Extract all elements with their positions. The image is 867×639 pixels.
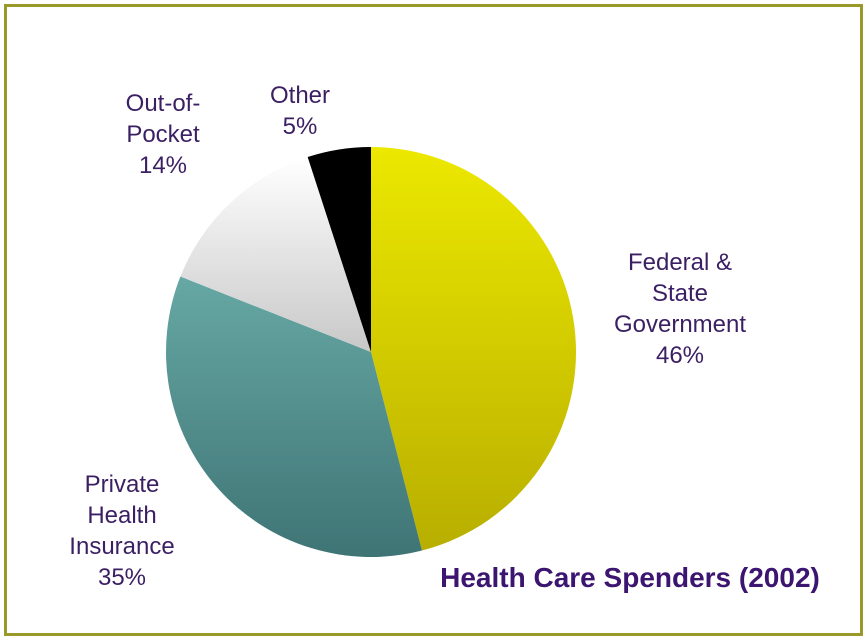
slice-name-line: Out-of- — [126, 90, 201, 117]
slice-federal-state-government — [371, 147, 577, 551]
slice-name-line: Insurance — [69, 533, 174, 560]
slice-name-line: Private — [85, 471, 160, 498]
slice-value-label: 35% — [98, 564, 146, 591]
label-private-health-insurance: Private Health Insurance 35% — [69, 471, 174, 591]
slice-value-label: 14% — [139, 152, 187, 179]
slice-name-line: State — [652, 280, 708, 307]
slice-name-line: Pocket — [126, 121, 200, 148]
label-out-of-pocket: Out-of- Pocket 14% — [126, 90, 201, 179]
slice-other — [307, 147, 371, 352]
slice-name-line: Other — [270, 82, 330, 109]
slice-value-label: 5% — [283, 113, 318, 140]
label-federal-state-government: Federal & State Government 46% — [614, 249, 746, 369]
slice-name-line: Government — [614, 311, 746, 338]
slice-out-of-pocket — [180, 157, 371, 352]
slice-name-line: Health — [87, 502, 156, 529]
slice-private-health-insurance — [166, 276, 422, 557]
slice-name-line: Federal & — [628, 249, 732, 276]
label-other: Other 5% — [270, 82, 330, 140]
slice-value-label: 46% — [656, 342, 704, 369]
chart-title: Health Care Spenders (2002) — [440, 562, 820, 593]
